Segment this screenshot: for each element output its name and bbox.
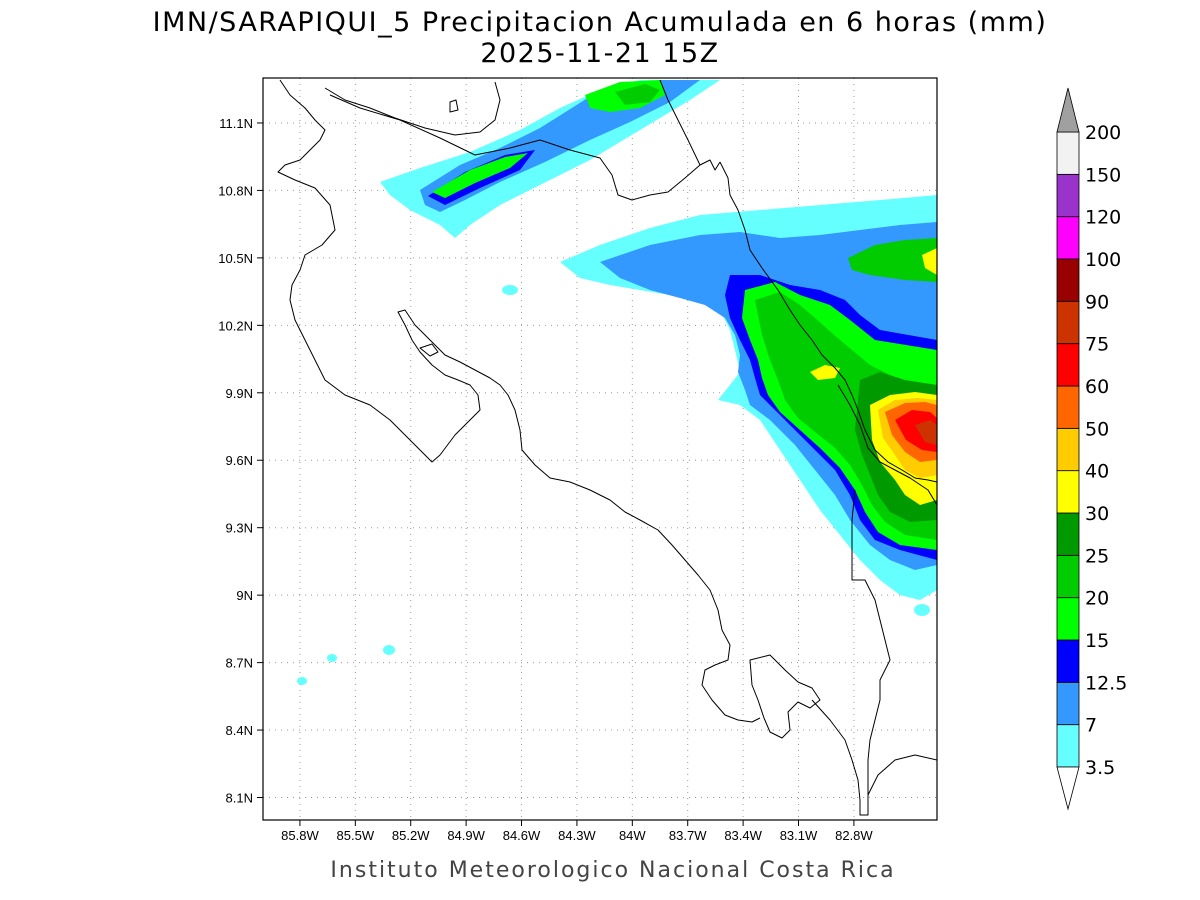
legend-swatch xyxy=(1056,554,1080,599)
precip-cell-southwest-3 xyxy=(297,677,307,685)
legend-label: 15 xyxy=(1085,630,1109,652)
lat-tick-label: 8.1N xyxy=(226,791,253,806)
legend-swatch xyxy=(1056,639,1080,683)
precip-area-30mm-center xyxy=(810,365,840,380)
legend-swatch xyxy=(1056,724,1080,768)
lon-tick-label: 82.8W xyxy=(835,828,873,843)
lat-tick-label: 9N xyxy=(236,588,253,603)
legend-label: 50 xyxy=(1085,418,1109,440)
legend-swatch xyxy=(1056,470,1080,514)
legend-swatch xyxy=(1056,385,1080,429)
lon-tick-label: 85.2W xyxy=(392,828,430,843)
map-content xyxy=(263,78,937,820)
legend-swatch xyxy=(1056,427,1080,472)
legend-label: 90 xyxy=(1085,291,1109,313)
precip-cell-southeast xyxy=(914,604,930,616)
legend-label: 100 xyxy=(1085,249,1121,271)
legend-label: 150 xyxy=(1085,164,1121,186)
legend-label: 7 xyxy=(1085,715,1097,737)
lat-tick-label: 8.4N xyxy=(226,723,253,738)
legend-top-arrow xyxy=(1056,87,1080,133)
lon-tick-label: 84.9W xyxy=(447,828,485,843)
legend-label: 60 xyxy=(1085,376,1109,398)
lon-tick-label: 84W xyxy=(619,828,646,843)
map-frame xyxy=(262,77,938,821)
precip-cell-west xyxy=(502,285,518,295)
lon-tick-label: 83.7W xyxy=(669,828,707,843)
legend-swatch xyxy=(1056,343,1080,387)
legend-label: 12.5 xyxy=(1085,672,1127,694)
legend-swatch xyxy=(1056,258,1080,302)
precip-area-20mm-ne xyxy=(848,238,937,282)
nicaragua-lake-shore xyxy=(277,79,761,723)
precip-area-15mm xyxy=(432,153,528,198)
precip-cell-southwest-1 xyxy=(383,645,395,655)
lat-tick-label: 10.8N xyxy=(218,183,253,198)
legend-swatch xyxy=(1056,216,1080,260)
legend-swatch xyxy=(1056,597,1080,641)
osa-peninsula-coast xyxy=(749,654,821,739)
precipitation-field xyxy=(297,80,937,685)
legend-label: 75 xyxy=(1085,334,1109,356)
lon-tick-label: 83.4W xyxy=(724,828,762,843)
lat-tick-label: 10.5N xyxy=(218,251,253,266)
lake-island xyxy=(449,99,459,113)
map-datetime: 2025-11-21 15Z xyxy=(480,38,719,69)
legend-label: 120 xyxy=(1085,207,1121,229)
lon-tick-label: 84.6W xyxy=(503,828,541,843)
legend-label: 200 xyxy=(1085,122,1121,144)
southern-coast xyxy=(811,699,937,816)
lon-tick-label: 85.8W xyxy=(281,828,319,843)
map-title: IMN/SARAPIQUI_5 Precipitacion Acumulada … xyxy=(153,7,1048,38)
legend-swatch xyxy=(1056,300,1080,345)
precip-cell-southwest-2 xyxy=(327,654,337,662)
legend-label: 40 xyxy=(1085,461,1109,483)
legend-label: 3.5 xyxy=(1085,757,1115,779)
map-axes: 85.8W 85.5W 85.2W 84.9W 84.6W 84.3W 84W 83.7W 83… xyxy=(218,116,873,843)
costa-rica-panama-border xyxy=(659,79,701,166)
legend-bottom-arrow xyxy=(1056,766,1080,811)
coastlines-and-borders xyxy=(277,79,937,816)
lon-tick-label: 85.5W xyxy=(337,828,375,843)
precip-area-75mm xyxy=(915,420,937,445)
caribbean-coast xyxy=(719,161,937,483)
lat-tick-label: 10.2N xyxy=(218,318,253,333)
lon-tick-label: 83.1W xyxy=(780,828,818,843)
legend-label: 30 xyxy=(1085,503,1109,525)
lat-tick-label: 11.1N xyxy=(219,116,253,131)
graticule xyxy=(263,78,937,820)
legend-label: 20 xyxy=(1085,588,1109,610)
lake-nicaragua-north xyxy=(324,81,501,136)
lat-tick-label: 9.9N xyxy=(226,386,253,401)
legend-label: 25 xyxy=(1085,545,1109,567)
legend-swatch xyxy=(1056,681,1080,726)
lon-tick-label: 84.3W xyxy=(558,828,596,843)
lat-tick-label: 8.7N xyxy=(226,656,253,671)
precip-area-30mm-ne xyxy=(922,248,937,275)
precip-area-20mm-north xyxy=(615,84,660,105)
legend-swatch xyxy=(1056,512,1080,556)
footer-credit: Instituto Meteorologico Nacional Costa R… xyxy=(330,858,895,883)
gulf-of-nicoya-island xyxy=(419,343,439,357)
legend-swatch xyxy=(1056,131,1080,175)
panama-border-south xyxy=(837,384,937,800)
legend-swatch xyxy=(1056,173,1080,218)
lat-tick-label: 9.3N xyxy=(226,521,253,536)
lat-tick-label: 9.6N xyxy=(226,453,253,468)
color-legend: 3.5 7 12.5 15 20 25 30 40 50 60 75 90 100 120 150 200 xyxy=(1056,87,1127,811)
